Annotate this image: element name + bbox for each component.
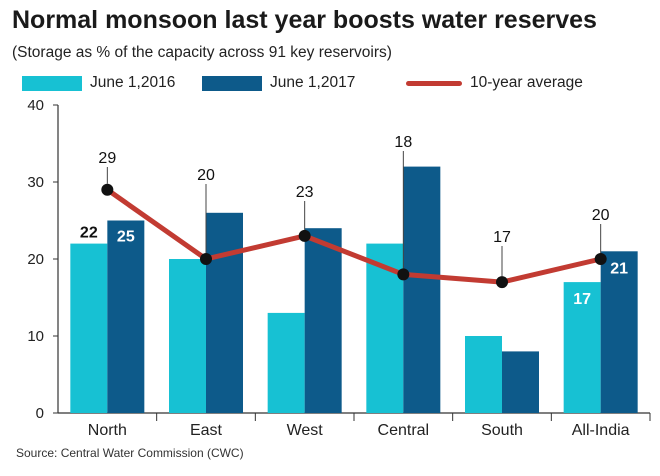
series-point-10-year-average [200, 253, 212, 265]
bar-june-2017 [107, 220, 145, 413]
data-label-june-2017: 25 [117, 229, 135, 246]
bar-june-2017 [403, 166, 441, 413]
series-point-10-year-average [101, 183, 114, 196]
source-note: Source: Central Water Commission (CWC) [16, 446, 244, 460]
x-tick-label: All-India [572, 422, 630, 439]
y-tick-label: 20 [27, 251, 44, 268]
data-label-10-year-average: 20 [197, 167, 215, 184]
bar-june-2016 [563, 282, 601, 413]
series-point-10-year-average [496, 276, 508, 289]
x-tick-label: West [287, 422, 324, 439]
bar-june-2016 [465, 336, 502, 413]
bar-june-2017 [206, 212, 243, 413]
data-label-10-year-average: 23 [296, 184, 314, 201]
data-label-june-2016: 17 [573, 291, 591, 308]
data-label-10-year-average: 29 [98, 150, 116, 167]
y-tick-label: 30 [27, 174, 44, 191]
legend-label-june-2017: June 1,2017 [270, 74, 356, 91]
legend-item-10-year-average: 10-year average [406, 72, 583, 94]
data-label-10-year-average: 17 [493, 229, 511, 246]
y-tick-label: 40 [27, 97, 44, 114]
series-line-10-year-average [104, 187, 604, 285]
legend-item-june-2017: June 1,2017 [202, 72, 355, 94]
x-tick-label: Central [378, 422, 430, 439]
bar-june-2016 [267, 312, 305, 413]
x-tick-label: South [481, 422, 523, 439]
chart-subtitle: (Storage as % of the capacity across 91 … [12, 44, 392, 61]
bar-june-2017 [502, 351, 539, 413]
legend-item-june-2016: June 1,2016 [22, 72, 175, 94]
y-tick-label: 10 [27, 328, 44, 345]
bar-june-2017 [600, 251, 638, 413]
legend-swatch-june-2017 [202, 75, 262, 91]
bar-june-2016 [169, 259, 206, 413]
legend-label-10-year-average: 10-year average [470, 74, 583, 91]
series-point-10-year-average [397, 268, 410, 281]
series-point-10-year-average [594, 253, 607, 265]
bar-june-2016 [70, 243, 108, 413]
data-label-june-2016: 22 [80, 225, 98, 242]
legend-swatch-10-year-average [406, 80, 462, 86]
data-label-10-year-average: 20 [592, 207, 610, 224]
bar-june-2017 [304, 228, 342, 413]
data-label-10-year-average: 18 [394, 134, 412, 151]
data-label-june-2017: 21 [610, 260, 628, 277]
series-point-10-year-average [298, 229, 311, 242]
legend-swatch-june-2016 [22, 75, 82, 91]
chart-title: Normal monsoon last year boosts water re… [12, 6, 597, 34]
legend-label-june-2016: June 1,2016 [90, 74, 176, 91]
x-tick-label: East [190, 422, 223, 439]
x-tick-label: North [88, 422, 127, 439]
y-tick-label: 0 [36, 405, 44, 422]
